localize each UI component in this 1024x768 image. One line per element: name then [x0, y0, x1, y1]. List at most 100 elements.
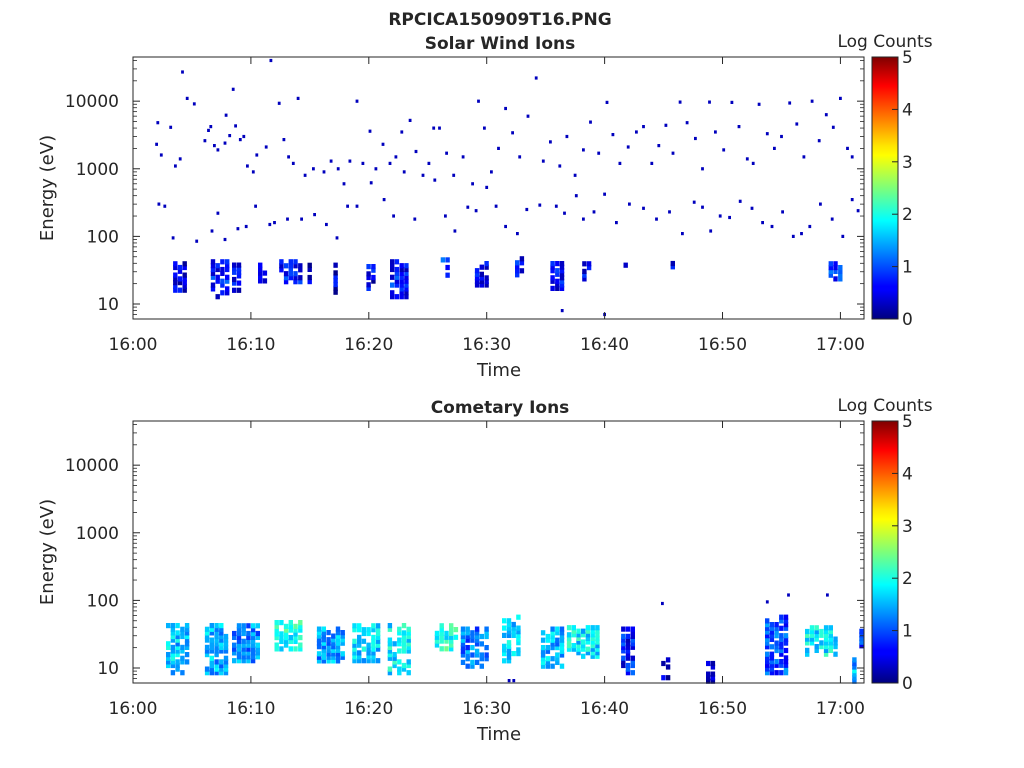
data-cell	[241, 638, 246, 644]
data-cell	[585, 639, 591, 645]
data-point	[335, 236, 339, 240]
data-cell	[484, 633, 489, 640]
data-cell	[357, 623, 362, 629]
data-cell	[540, 645, 546, 651]
data-cell	[519, 260, 525, 266]
data-cell	[828, 272, 833, 278]
data-cell	[625, 652, 631, 658]
colorbar-tick-label: 5	[902, 48, 913, 68]
data-cell	[331, 647, 336, 653]
data-cell	[515, 272, 520, 278]
data-cell	[241, 658, 246, 664]
data-cell	[833, 276, 838, 282]
data-cell	[250, 642, 256, 648]
data-cell	[232, 287, 237, 293]
data-point	[738, 199, 742, 203]
data-cell	[585, 632, 591, 638]
data-point	[635, 130, 638, 134]
data-cell	[765, 629, 770, 635]
data-cell	[585, 625, 591, 631]
data-cell	[371, 264, 376, 270]
data-cell	[361, 627, 367, 633]
data-cell	[506, 625, 512, 631]
data-cell	[434, 634, 440, 640]
data-cell	[625, 648, 631, 654]
data-cell	[479, 652, 484, 658]
data-cell	[550, 264, 555, 270]
data-cell	[361, 646, 367, 652]
data-cell	[474, 652, 480, 658]
cluster	[623, 262, 628, 268]
data-cell	[453, 627, 459, 633]
data-point	[846, 146, 849, 150]
data-cell	[204, 666, 210, 672]
x-axis-label: Time	[476, 360, 521, 381]
data-point	[209, 125, 213, 129]
data-point	[745, 157, 749, 161]
data-cell	[582, 272, 587, 278]
data-cell	[625, 644, 631, 650]
data-point	[565, 134, 569, 139]
data-cell	[288, 638, 293, 644]
data-cell	[814, 628, 819, 635]
colorbar-label: Log Counts	[837, 396, 932, 416]
data-point	[824, 113, 828, 117]
data-point	[856, 209, 860, 213]
data-cell	[465, 652, 470, 658]
data-cell	[630, 637, 635, 643]
data-cell	[516, 636, 521, 642]
data-point	[445, 151, 448, 155]
data-cell	[502, 625, 507, 631]
data-cell	[387, 623, 393, 629]
x-axis-label: Time	[476, 724, 521, 745]
data-cell	[293, 259, 298, 265]
data-cell	[399, 294, 404, 300]
data-cell	[630, 626, 635, 632]
data-cell	[184, 633, 190, 640]
data-cell	[307, 262, 312, 268]
data-cell	[307, 279, 312, 285]
data-cell	[316, 640, 322, 646]
data-point	[178, 157, 182, 161]
data-cell	[387, 652, 393, 658]
data-cell	[180, 633, 185, 640]
data-cell	[204, 670, 210, 676]
data-cell	[783, 659, 789, 665]
data-cell	[361, 630, 367, 637]
data-point	[694, 136, 697, 141]
data-cell	[394, 259, 400, 265]
data-cell	[550, 275, 555, 281]
data-point	[751, 161, 755, 165]
data-cell	[274, 642, 279, 648]
data-cell	[479, 663, 484, 669]
data-cell	[288, 267, 293, 273]
data-cell	[232, 630, 237, 637]
data-cell	[502, 647, 507, 653]
data-cell	[479, 271, 484, 277]
data-cell	[444, 646, 449, 652]
y-tick-label: 10000	[65, 456, 119, 476]
data-point	[516, 232, 519, 236]
data-point	[216, 211, 220, 215]
data-cell	[774, 625, 779, 631]
data-cell	[444, 630, 449, 636]
data-cell	[559, 652, 565, 658]
data-cell	[204, 633, 210, 640]
cluster	[670, 260, 675, 270]
data-cell	[774, 640, 779, 646]
data-cell	[828, 644, 833, 650]
data-cell	[511, 632, 516, 638]
data-cell	[585, 628, 591, 634]
data-cell	[316, 654, 322, 660]
data-cell	[625, 637, 631, 643]
data-cell	[175, 648, 180, 654]
data-point	[348, 159, 352, 163]
data-cell	[241, 627, 246, 633]
data-point	[839, 96, 842, 100]
data-cell	[765, 651, 770, 657]
data-cell	[214, 652, 219, 658]
data-cell	[460, 633, 466, 640]
data-cell	[833, 640, 838, 646]
data-cell	[246, 630, 251, 637]
data-cell	[255, 630, 260, 637]
